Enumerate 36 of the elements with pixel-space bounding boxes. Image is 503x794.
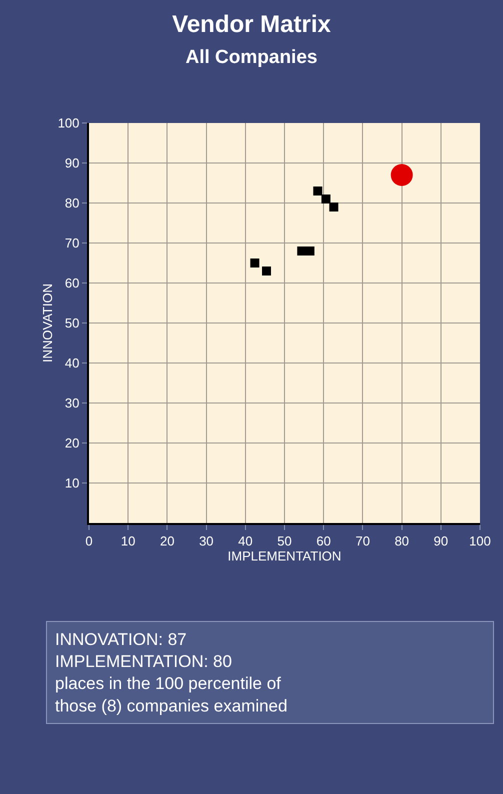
text: IMPLEMENTATION: 80	[55, 652, 232, 672]
chart-title: Vendor Matrix	[172, 10, 332, 38]
y-tick-label: 70	[64, 236, 80, 251]
point	[297, 246, 306, 256]
y-tick-label: 100	[58, 116, 80, 131]
point	[321, 194, 330, 204]
y-tick-label: 20	[64, 436, 80, 451]
point	[250, 258, 260, 268]
x-tick-label: 60	[316, 534, 331, 549]
text: INNOVATION: 87	[55, 630, 187, 649]
point	[305, 246, 314, 256]
x-tick-label: 70	[355, 534, 370, 549]
y-tick-label: 80	[64, 196, 80, 211]
y-tick-label: 50	[64, 316, 80, 331]
text: places in the 100 percentile of those (8) companies examined	[55, 674, 288, 716]
x-tick-label: 100	[469, 534, 491, 549]
x-tick-label: 90	[434, 534, 448, 549]
point	[390, 164, 413, 186]
x-tick-label: 20	[160, 534, 174, 549]
chart-subtitle: All Companies	[186, 46, 318, 68]
y-tick-label: 30	[64, 396, 80, 411]
x-tick-label: 0	[85, 534, 93, 549]
point	[262, 266, 272, 276]
x-tick-label: 40	[238, 534, 253, 549]
point	[313, 186, 322, 196]
x-tick-label: 80	[394, 534, 410, 549]
y-tick-label: 10	[64, 476, 80, 491]
y-tick-label: 90	[64, 156, 80, 171]
x-axis-title: IMPLEMENTATION	[228, 548, 342, 564]
x-tick-label: 30	[199, 534, 214, 549]
x-tick-label: 10	[120, 534, 136, 549]
y-tick-label: 40	[64, 356, 80, 371]
point	[329, 202, 338, 212]
y-axis-title: INNOVATION	[40, 284, 56, 362]
x-tick-label: 50	[277, 534, 292, 549]
y-tick-label: 60	[64, 276, 80, 291]
